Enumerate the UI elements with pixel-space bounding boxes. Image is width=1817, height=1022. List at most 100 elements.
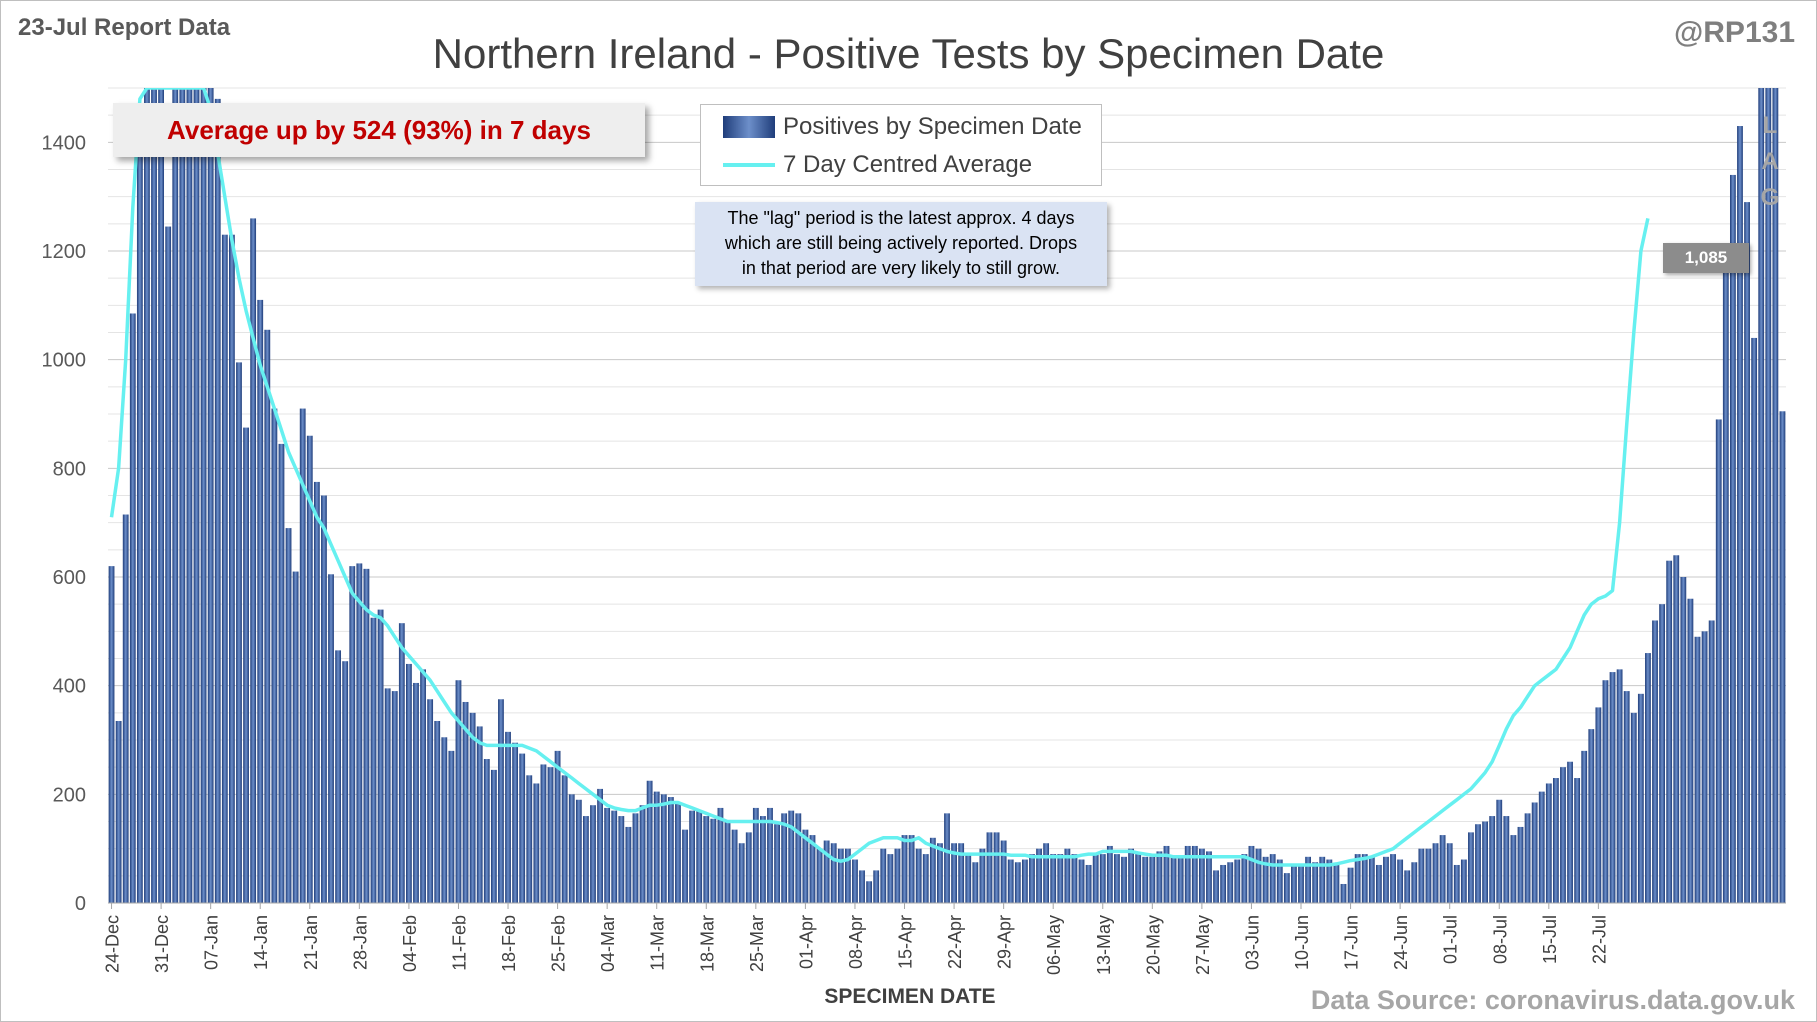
legend-item-bars: Positives by Specimen Date — [723, 111, 1082, 143]
bar — [667, 797, 674, 903]
bar — [781, 813, 788, 903]
bar — [108, 566, 115, 903]
bar — [1170, 856, 1177, 903]
bar — [1361, 854, 1368, 903]
y-tick-label: 1400 — [42, 132, 87, 154]
bar — [236, 362, 242, 903]
bar — [193, 88, 200, 903]
bar — [1135, 854, 1142, 903]
bar — [1489, 816, 1496, 903]
bar — [1234, 859, 1241, 903]
average-line — [109, 88, 1650, 867]
bar — [561, 775, 568, 903]
bar-swatch-icon — [723, 116, 775, 138]
bar — [306, 435, 313, 903]
bar — [646, 780, 653, 903]
bar — [632, 813, 639, 903]
bar — [1114, 854, 1120, 903]
bar — [1652, 620, 1658, 903]
bar — [151, 88, 157, 903]
bar — [384, 688, 391, 903]
bar — [1368, 856, 1375, 903]
bar — [852, 859, 858, 903]
bar — [129, 313, 136, 903]
bar — [937, 843, 943, 903]
x-tick-label: 20-May — [1143, 915, 1163, 975]
bar — [1057, 854, 1064, 903]
bar — [1078, 859, 1085, 903]
bar — [1000, 840, 1007, 903]
bar — [490, 769, 497, 903]
bar — [1715, 419, 1722, 903]
bar — [243, 427, 249, 903]
bar — [505, 731, 511, 903]
bar — [873, 870, 880, 903]
bar — [498, 699, 504, 903]
bar — [788, 810, 795, 903]
bar — [377, 609, 384, 903]
bar — [710, 818, 717, 903]
bar — [972, 862, 979, 903]
bar — [1383, 856, 1389, 903]
x-tick-label: 08-Apr — [846, 915, 866, 969]
latest-average-label: 1,085 — [1663, 243, 1749, 273]
bar — [986, 832, 993, 903]
bar — [158, 88, 165, 903]
bar — [420, 669, 426, 903]
bar — [342, 661, 349, 903]
bar — [122, 514, 129, 903]
bar — [979, 848, 986, 903]
bar — [1524, 813, 1531, 903]
bar — [1588, 729, 1595, 903]
bar — [186, 88, 193, 903]
bar — [837, 848, 844, 903]
bar — [1630, 712, 1637, 903]
bar — [1503, 816, 1510, 903]
bar — [675, 802, 681, 903]
bar — [1007, 859, 1014, 903]
x-tick-label: 18-Feb — [499, 915, 519, 972]
bar — [1765, 88, 1772, 903]
lag-letter: A — [1761, 148, 1779, 175]
lag-letter: G — [1760, 184, 1780, 211]
bar — [1609, 672, 1616, 903]
x-tick-label: 01-Jul — [1441, 915, 1461, 964]
bar — [993, 832, 1000, 903]
bar — [866, 881, 873, 903]
bar — [1347, 867, 1354, 903]
bar — [1071, 854, 1078, 903]
legend-item-line: 7 Day Centred Average — [723, 149, 1032, 181]
bar — [427, 699, 434, 903]
bar — [1375, 864, 1382, 903]
bar — [915, 848, 922, 903]
bar — [1439, 835, 1446, 903]
bar — [1737, 126, 1743, 903]
bar — [1248, 845, 1255, 903]
x-tick-label: 29-Apr — [995, 915, 1015, 969]
bar — [271, 408, 278, 903]
bar — [738, 843, 745, 903]
bar — [455, 680, 462, 903]
bar — [1262, 856, 1269, 903]
bar — [1446, 843, 1453, 903]
bar — [1453, 864, 1460, 903]
bar — [696, 810, 703, 903]
x-tick-label: 27-May — [1193, 915, 1213, 975]
chart-title: Northern Ireland - Positive Tests by Spe… — [432, 30, 1385, 77]
x-axis-title: SPECIMEN DATE — [824, 985, 996, 1008]
bar — [1085, 864, 1092, 903]
bar — [179, 88, 186, 903]
bar — [1021, 859, 1028, 903]
bar — [512, 742, 519, 903]
bar — [795, 813, 802, 903]
bar — [1694, 636, 1701, 903]
bar — [844, 848, 851, 903]
bar — [1340, 883, 1347, 903]
bar — [1680, 577, 1687, 903]
bar — [1552, 778, 1559, 903]
bar — [1326, 859, 1333, 903]
bar — [540, 764, 547, 903]
bar — [830, 843, 837, 903]
bar — [703, 816, 710, 903]
bar — [1623, 691, 1630, 903]
